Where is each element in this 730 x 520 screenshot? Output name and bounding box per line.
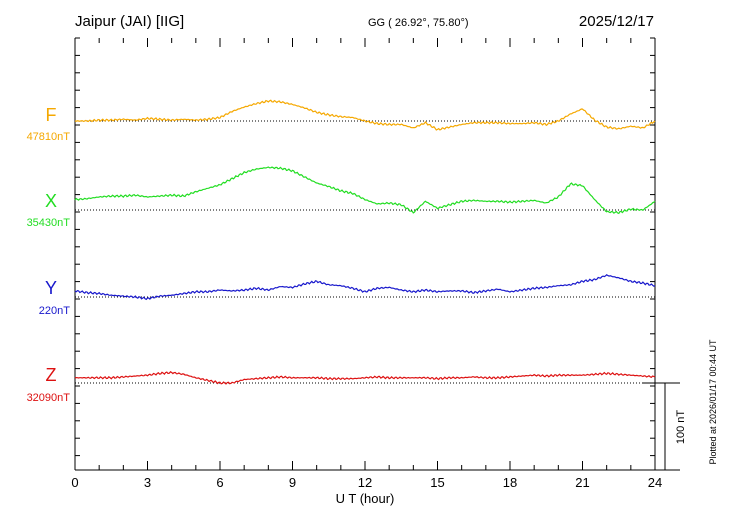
x-axis-title: U T (hour) [336,491,395,506]
x-tick-label: 24 [648,475,662,490]
series-line-f [74,99,656,131]
series-baseline-z: 32090nT [27,392,71,404]
x-tick-label: 18 [503,475,517,490]
series-baseline-f: 47810nT [27,131,71,143]
series-name-x: X [45,191,57,211]
x-tick-label: 0 [71,475,78,490]
series-labels: F 47810nT X 35430nT Y 220nT Z 32090nT [27,105,71,404]
x-tick-labels: 0 3 6 9 12 15 18 21 24 [71,475,662,490]
x-tick-label: 3 [144,475,151,490]
x-tick-label: 6 [216,475,223,490]
baselines [75,120,655,384]
plotted-timestamp: Plotted at 2026/01/17 00:44 UT [708,339,718,465]
series-line-z [74,371,656,385]
scale-bar-label: 100 nT [675,410,687,445]
tick-marks [74,37,656,470]
date-label: 2025/12/17 [579,13,654,30]
x-tick-label: 21 [575,475,589,490]
series-line-y [74,274,656,301]
series-baseline-x: 35430nT [27,217,71,229]
series-name-f: F [46,105,57,125]
scale-bar: 100 nT [642,382,687,471]
series-line-x [74,166,656,215]
series-lines [74,99,656,385]
coords-label: GG ( 26.92°, 75.80°) [368,17,469,29]
series-name-y: Y [45,278,57,298]
x-tick-label: 9 [289,475,296,490]
series-baseline-y: 220nT [39,305,70,317]
x-tick-label: 15 [430,475,444,490]
series-name-z: Z [46,365,57,385]
station-title: Jaipur (JAI) [IIG] [75,13,184,30]
x-tick-label: 12 [358,475,372,490]
